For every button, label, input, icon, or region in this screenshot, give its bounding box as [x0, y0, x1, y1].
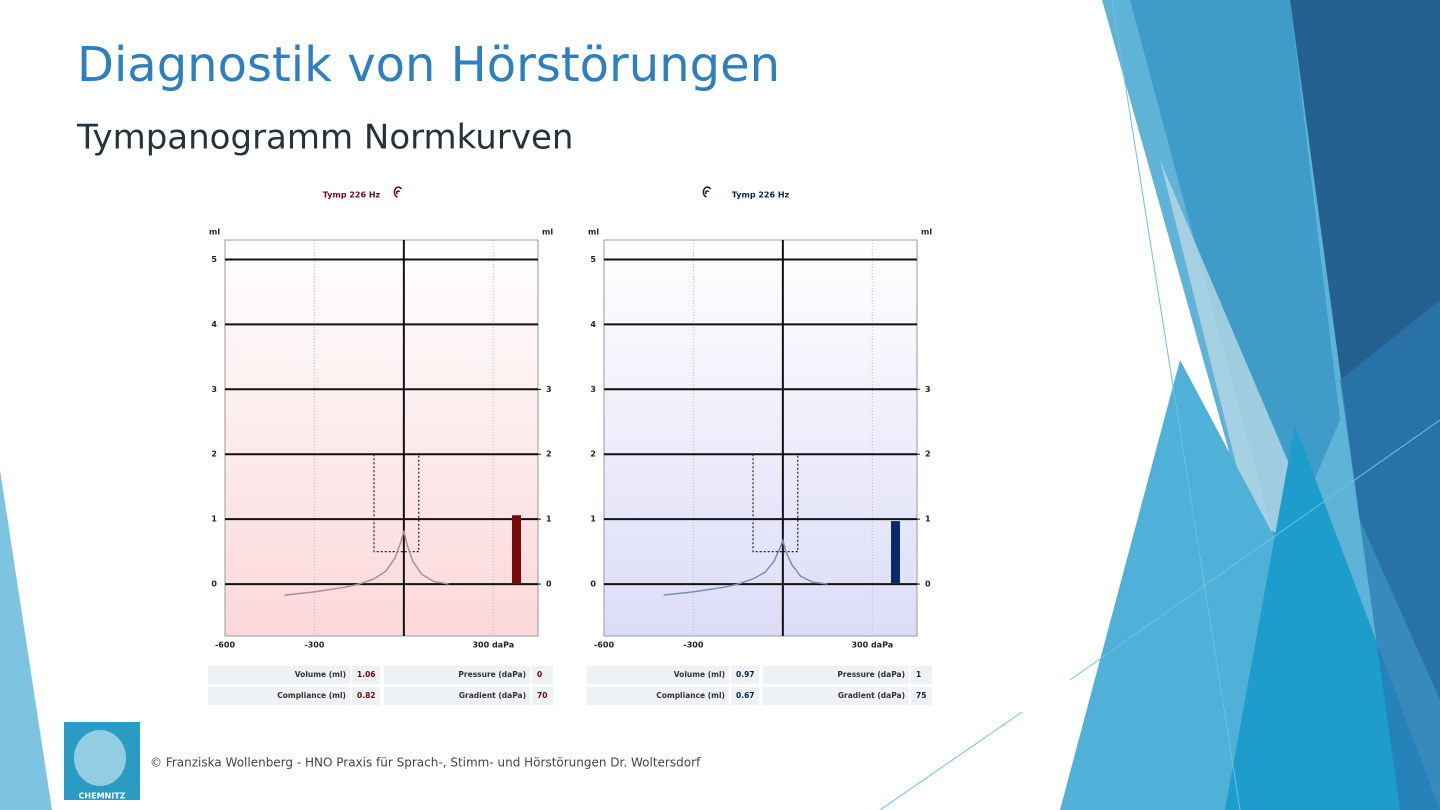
ear-icon — [393, 186, 403, 198]
y-tick-label: 1 — [211, 515, 217, 524]
plot-area — [603, 239, 918, 637]
stat-label-cell — [587, 687, 729, 705]
ear-icon — [702, 186, 712, 198]
y-tick-label: 0 — [590, 580, 596, 589]
y2-tick-label: 1 — [925, 515, 931, 524]
stat-label-cell — [587, 666, 729, 684]
y2-axis-label: ml — [921, 228, 932, 237]
stat-label: Pressure (daPa) — [837, 670, 905, 679]
y-tick-label: 0 — [211, 580, 217, 589]
slide-subtitle: Tympanogramm Normkurven — [76, 118, 573, 158]
y-tick-label: 2 — [211, 450, 217, 459]
stat-value-cell — [352, 666, 380, 684]
norm-box — [752, 454, 799, 553]
charts: Tymp 226 Hz ml ml -600 -300 300 daPa 0 1 2 3 4 5 0 1 2… — [208, 186, 932, 705]
stat-label: Compliance (ml) — [277, 691, 346, 700]
x-tick-label: -300 — [683, 641, 703, 650]
stat-label: Gradient (daPa) — [459, 691, 526, 700]
y-tick-label: 2 — [590, 450, 596, 459]
y-tick-label: 1 — [590, 515, 596, 524]
stat-label-cell — [763, 687, 909, 705]
volume-bar — [891, 521, 900, 585]
stat-label: Volume (ml) — [295, 670, 346, 679]
volume-bar — [512, 515, 521, 585]
y-axis-label: ml — [588, 228, 599, 237]
stat-value: 1 — [916, 670, 921, 679]
stat-label: Pressure (daPa) — [458, 670, 526, 679]
slide-title: Diagnostik von Hörstörungen — [77, 37, 780, 93]
stat-label-cell — [384, 666, 530, 684]
y-tick-label: 5 — [211, 255, 217, 264]
stat-label-cell — [384, 687, 530, 705]
stat-value: 0 — [537, 670, 542, 679]
stat-label: Compliance (ml) — [656, 691, 725, 700]
stat-label: Volume (ml) — [674, 670, 725, 679]
y2-tick-label: 3 — [546, 385, 552, 394]
y-tick-label: 3 — [590, 385, 596, 394]
y2-tick-label: 3 — [925, 385, 931, 394]
y2-tick-label: 0 — [546, 580, 552, 589]
y2-tick-label: 1 — [546, 515, 552, 524]
curve — [284, 530, 449, 596]
stat-label-cell — [208, 687, 350, 705]
y-axis-label: ml — [209, 228, 220, 237]
stat-value: 0.67 — [736, 691, 755, 700]
stat-value-cell — [911, 666, 932, 684]
footer: © Franziska Wollenberg - HNO Praxis für … — [150, 756, 701, 770]
y2-axis-label: ml — [542, 228, 553, 237]
stat-label-cell — [763, 666, 909, 684]
x-tick-label: -600 — [215, 641, 235, 650]
stat-label: Gradient (daPa) — [838, 691, 905, 700]
stat-value: 75 — [916, 691, 926, 700]
stat-label-cell — [208, 666, 350, 684]
stat-value: 0.97 — [736, 670, 755, 679]
x-tick-label: -600 — [594, 641, 614, 650]
chart-title: Tymp 226 Hz — [732, 191, 790, 200]
norm-box — [373, 454, 420, 553]
stat-value-cell — [532, 687, 553, 705]
stat-value-cell — [731, 666, 759, 684]
x-tick-label: 300 daPa — [851, 641, 893, 650]
stat-value-cell — [911, 687, 932, 705]
y2-tick-label: 0 — [925, 580, 931, 589]
y2-tick-label: 2 — [546, 450, 552, 459]
tympanogram: Tymp 226 Hz ml ml -600 -300 300 daPa 0 1 2 3 4 5 0 1 2… — [208, 186, 553, 705]
chart-title: Tymp 226 Hz — [323, 191, 381, 200]
stat-value-cell — [352, 687, 380, 705]
stat-value-cell — [532, 666, 553, 684]
curve — [663, 538, 828, 596]
y-tick-label: 5 — [590, 255, 596, 264]
stat-value: 1.06 — [357, 670, 376, 679]
stat-value-cell — [731, 687, 759, 705]
x-tick-label: 300 daPa — [472, 641, 514, 650]
logo: CHEMNITZ — [64, 722, 140, 801]
x-tick-label: -300 — [304, 641, 324, 650]
y-tick-label: 4 — [590, 320, 596, 329]
logo-text: CHEMNITZ — [79, 792, 126, 801]
y2-tick-label: 2 — [925, 450, 931, 459]
stat-value: 0.82 — [357, 691, 376, 700]
plot-area — [224, 239, 539, 637]
stat-value: 70 — [537, 691, 547, 700]
tympanogram: Tymp 226 Hz ml ml -600 -300 300 daPa 0 1 2 3 4 5 0 1 2… — [587, 186, 932, 705]
y-tick-label: 4 — [211, 320, 217, 329]
y-tick-label: 3 — [211, 385, 217, 394]
